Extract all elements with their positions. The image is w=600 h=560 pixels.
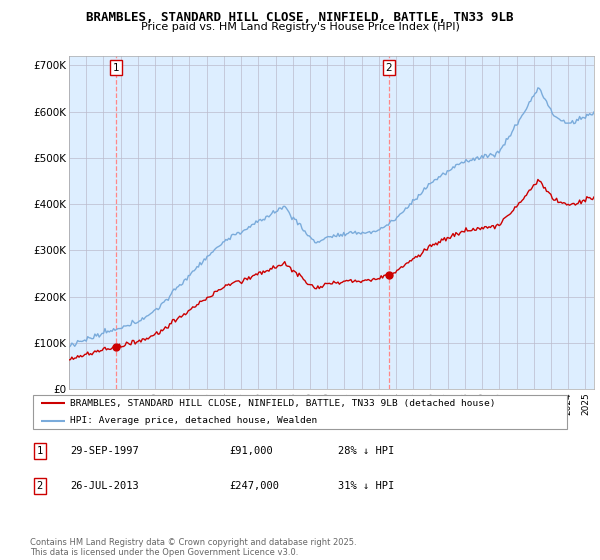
Text: 31% ↓ HPI: 31% ↓ HPI (338, 482, 394, 492)
Text: 26-JUL-2013: 26-JUL-2013 (71, 482, 139, 492)
Text: HPI: Average price, detached house, Wealden: HPI: Average price, detached house, Weal… (71, 417, 318, 426)
Text: BRAMBLES, STANDARD HILL CLOSE, NINFIELD, BATTLE, TN33 9LB: BRAMBLES, STANDARD HILL CLOSE, NINFIELD,… (86, 11, 514, 24)
Text: 28% ↓ HPI: 28% ↓ HPI (338, 446, 394, 456)
Text: 1: 1 (113, 63, 119, 73)
Text: BRAMBLES, STANDARD HILL CLOSE, NINFIELD, BATTLE, TN33 9LB (detached house): BRAMBLES, STANDARD HILL CLOSE, NINFIELD,… (71, 399, 496, 408)
Text: Price paid vs. HM Land Registry's House Price Index (HPI): Price paid vs. HM Land Registry's House … (140, 22, 460, 32)
Text: 29-SEP-1997: 29-SEP-1997 (71, 446, 139, 456)
Text: Contains HM Land Registry data © Crown copyright and database right 2025.
This d: Contains HM Land Registry data © Crown c… (30, 538, 356, 557)
Text: £247,000: £247,000 (230, 482, 280, 492)
Text: 2: 2 (385, 63, 392, 73)
Text: 1: 1 (37, 446, 43, 456)
Text: 2: 2 (37, 482, 43, 492)
FancyBboxPatch shape (33, 395, 568, 430)
Text: £91,000: £91,000 (230, 446, 274, 456)
